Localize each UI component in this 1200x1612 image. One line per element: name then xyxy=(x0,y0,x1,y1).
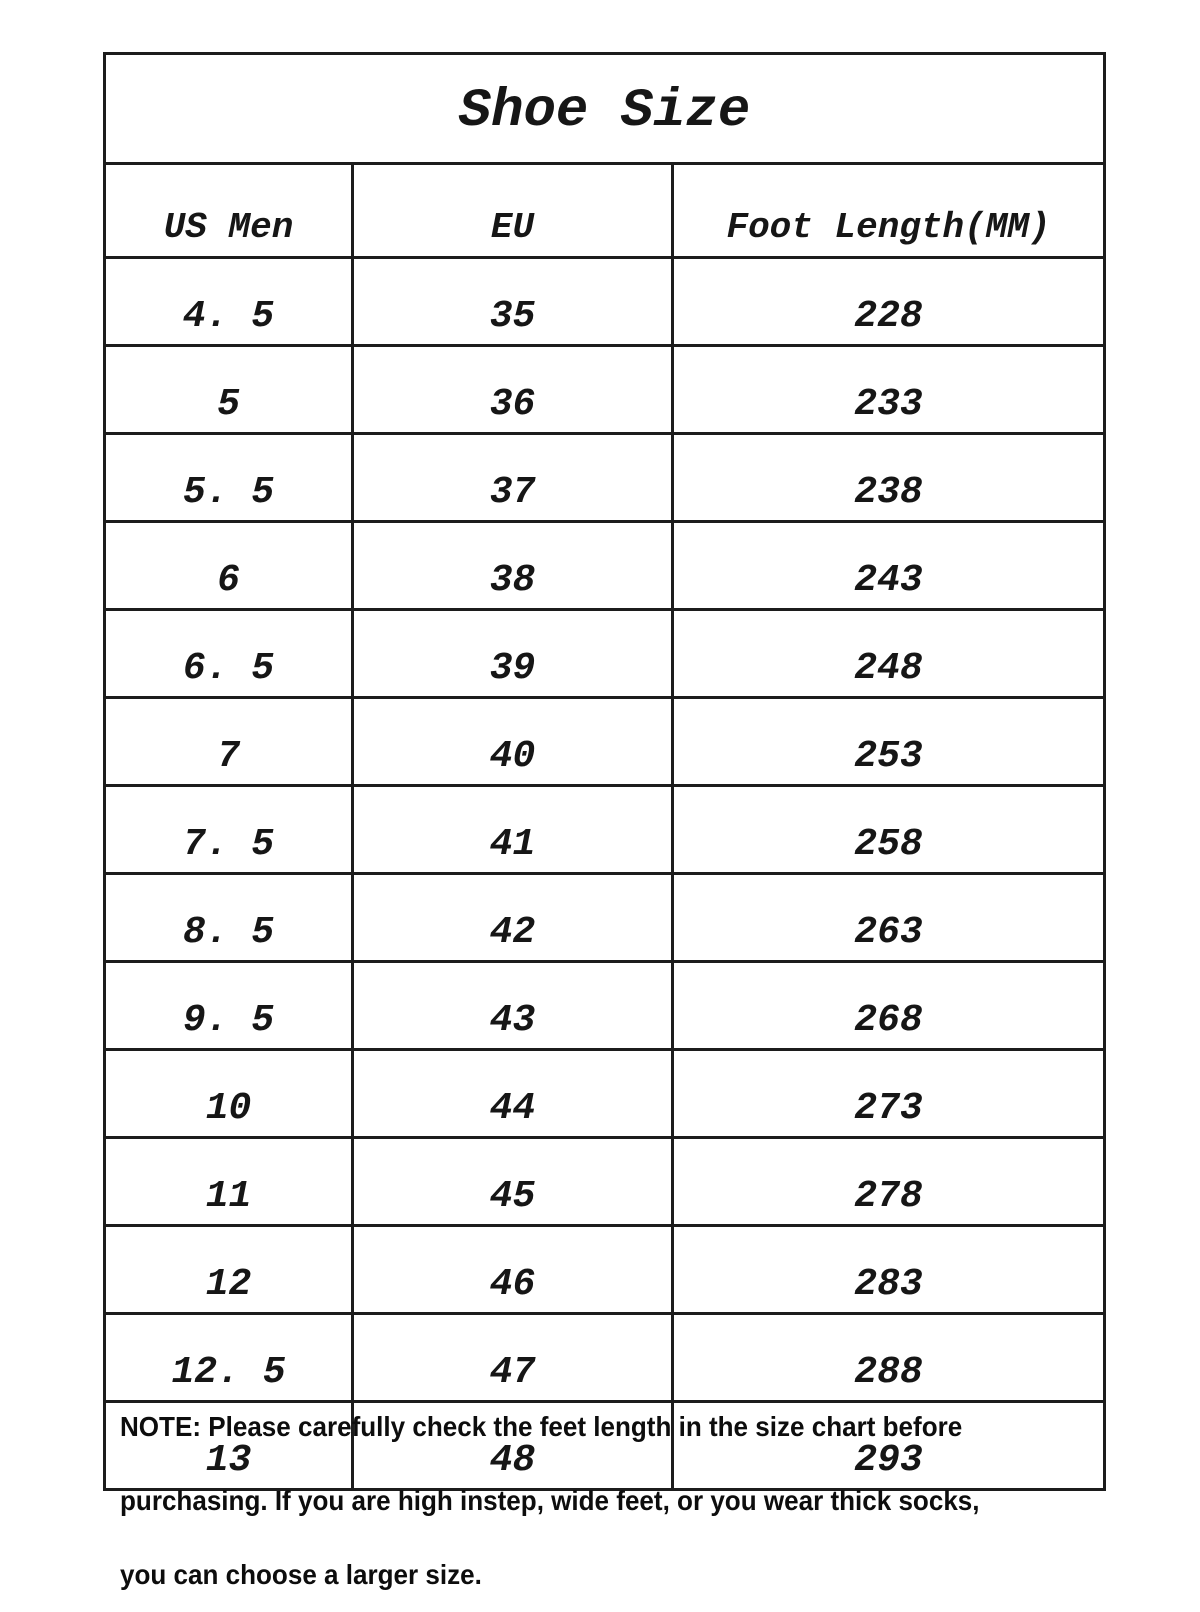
table-cell: 47 xyxy=(351,1312,674,1403)
table-cell: 46 xyxy=(351,1224,674,1315)
table-cell: 37 xyxy=(351,432,674,523)
table-cell: 36 xyxy=(351,344,674,435)
table-cell: 278 xyxy=(671,1136,1106,1227)
table-row: 12. 5 47 288 xyxy=(103,1312,1106,1403)
table-cell: 228 xyxy=(671,256,1106,347)
table-cell: 43 xyxy=(351,960,674,1051)
note-text: NOTE: Please carefully check the feet le… xyxy=(120,1390,1106,1612)
table-cell: 10 xyxy=(103,1048,354,1139)
table-cell: 253 xyxy=(671,696,1106,787)
table-cell: 48 xyxy=(351,1400,674,1491)
table-cell: 243 xyxy=(671,520,1106,611)
table-row: 5 36 233 xyxy=(103,344,1106,435)
table-cell: 288 xyxy=(671,1312,1106,1403)
table-cell: 13 xyxy=(103,1400,354,1491)
table-cell: 9. 5 xyxy=(103,960,354,1051)
table-cell: 7. 5 xyxy=(103,784,354,875)
table-cell: 258 xyxy=(671,784,1106,875)
table-cell: 42 xyxy=(351,872,674,963)
table-cell: 6. 5 xyxy=(103,608,354,699)
table-header-row: US Men EU Foot Length(MM) xyxy=(103,162,1106,259)
table-cell: 263 xyxy=(671,872,1106,963)
table-row: 8. 5 42 263 xyxy=(103,872,1106,963)
column-header-us-men: US Men xyxy=(103,162,354,259)
note-line: NOTE: Please carefully check the feet le… xyxy=(120,1411,963,1442)
table-cell: 39 xyxy=(351,608,674,699)
table-row: 7. 5 41 258 xyxy=(103,784,1106,875)
table-cell: 7 xyxy=(103,696,354,787)
table-cell: 5. 5 xyxy=(103,432,354,523)
table-cell: 38 xyxy=(351,520,674,611)
table-cell: 273 xyxy=(671,1048,1106,1139)
table-row: 7 40 253 xyxy=(103,696,1106,787)
table-cell: 238 xyxy=(671,432,1106,523)
table-cell: 293 xyxy=(671,1400,1106,1491)
table-cell: 5 xyxy=(103,344,354,435)
table-cell: 40 xyxy=(351,696,674,787)
shoe-size-table: Shoe Size US Men EU Foot Length(MM) 4. 5… xyxy=(103,52,1106,1491)
table-cell: 8. 5 xyxy=(103,872,354,963)
table-row: 6. 5 39 248 xyxy=(103,608,1106,699)
table-row: 4. 5 35 228 xyxy=(103,256,1106,347)
table-cell: 233 xyxy=(671,344,1106,435)
table-cell: 41 xyxy=(351,784,674,875)
note-line: you can choose a larger size. xyxy=(120,1559,482,1590)
table-cell: 12 xyxy=(103,1224,354,1315)
table-cell: 44 xyxy=(351,1048,674,1139)
table-row: 10 44 273 xyxy=(103,1048,1106,1139)
table-title-row: Shoe Size xyxy=(103,52,1106,165)
table-title: Shoe Size xyxy=(103,52,1106,165)
table-cell: 283 xyxy=(671,1224,1106,1315)
column-header-foot-length: Foot Length(MM) xyxy=(671,162,1106,259)
table-row: 13 48 293 xyxy=(103,1400,1106,1491)
table-cell: 35 xyxy=(351,256,674,347)
table-row: 9. 5 43 268 xyxy=(103,960,1106,1051)
table-cell: 12. 5 xyxy=(103,1312,354,1403)
table-body: 4. 5 35 228 5 36 233 5. 5 37 238 6 38 243 6. 5 39 248 7… xyxy=(103,256,1106,1491)
table-cell: 248 xyxy=(671,608,1106,699)
table-row: 6 38 243 xyxy=(103,520,1106,611)
table-cell: 6 xyxy=(103,520,354,611)
table-cell: 4. 5 xyxy=(103,256,354,347)
table-cell: 268 xyxy=(671,960,1106,1051)
note-line: purchasing. If you are high instep, wide… xyxy=(120,1485,980,1516)
table-row: 12 46 283 xyxy=(103,1224,1106,1315)
table-row: 5. 5 37 238 xyxy=(103,432,1106,523)
table-row: 11 45 278 xyxy=(103,1136,1106,1227)
table-cell: 45 xyxy=(351,1136,674,1227)
column-header-eu: EU xyxy=(351,162,674,259)
table-cell: 11 xyxy=(103,1136,354,1227)
